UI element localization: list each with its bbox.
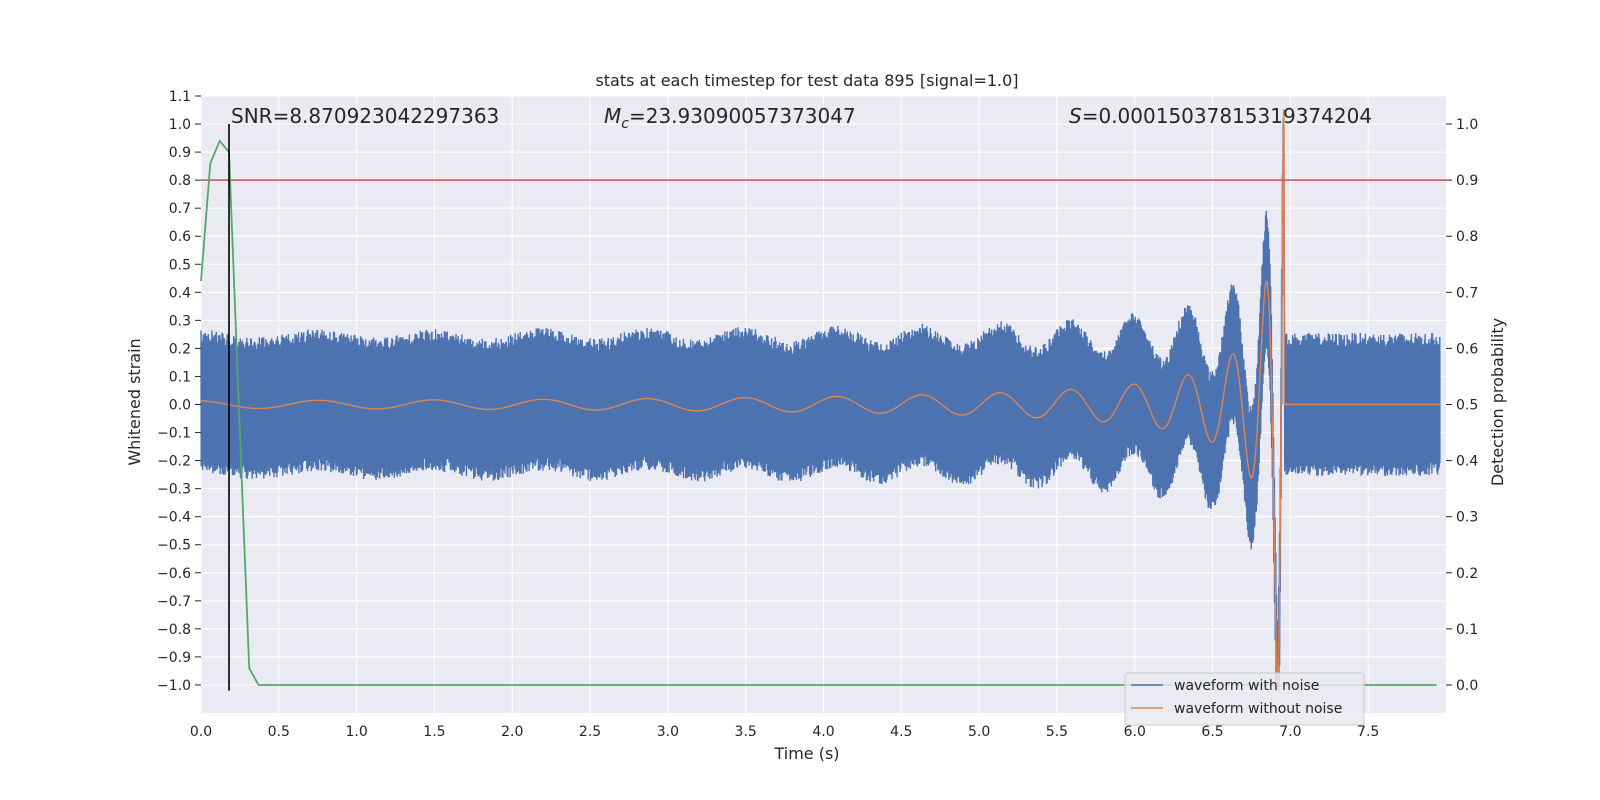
mc-symbol: M (604, 104, 621, 128)
y2-axis-ticks: 1.0 0.9 0.8 0.7 0.6 0.5 0.4 0.3 0.2 0.1 0.0 (1446, 117, 1478, 694)
x-tick-label: 7.0 (1279, 724, 1301, 740)
y-tick-label: 0.4 (169, 285, 191, 301)
y2-axis-label: Detection probability (1488, 318, 1507, 486)
x-tick-label: 3.5 (735, 724, 757, 740)
y-tick-label: 0.8 (169, 173, 191, 189)
x-tick-label: 6.5 (1201, 724, 1223, 740)
series-waveform-with-noise (200, 118, 1441, 691)
y-tick-label: −1.0 (157, 678, 191, 694)
y-tick-label: −0.1 (157, 426, 191, 442)
legend-label-clean: waveform without noise (1174, 701, 1342, 717)
x-tick-label: 5.0 (968, 724, 990, 740)
x-axis-label: Time (s) (773, 744, 839, 763)
mc-subscript: c (621, 116, 629, 132)
x-tick-label: 2.0 (501, 724, 523, 740)
y2-tick-label: 0.9 (1456, 173, 1478, 189)
snr-label: SNR (231, 104, 273, 128)
y2-tick-label: 0.2 (1456, 566, 1478, 582)
series-detection-probability (200, 139, 1437, 686)
snr-annotation: SNR=8.870923042297363 (231, 104, 499, 128)
y-tick-label: 0.3 (169, 313, 191, 329)
x-tick-label: 2.5 (579, 724, 601, 740)
y-axis-ticks: 1.1 1.0 0.9 0.8 0.7 0.6 0.5 0.4 0.3 0.2 0.1 0.0 −0.1… (157, 89, 201, 694)
y2-tick-label: 1.0 (1456, 117, 1478, 133)
x-tick-label: 7.5 (1357, 724, 1379, 740)
y2-tick-label: 0.6 (1456, 341, 1478, 357)
y-axis-label: Whitened strain (125, 338, 144, 465)
x-tick-label: 4.0 (812, 724, 834, 740)
y2-tick-label: 0.7 (1456, 285, 1478, 301)
snr-value: 8.870923042297363 (289, 104, 499, 128)
x-tick-label: 1.0 (345, 724, 367, 740)
y-tick-label: 0.0 (169, 398, 191, 414)
y-tick-label: −0.3 (157, 482, 191, 498)
y2-tick-label: 0.0 (1456, 678, 1478, 694)
y-tick-label: 0.5 (169, 257, 191, 273)
legend-box (1124, 672, 1365, 726)
mc-annotation: Mc=23.93090057373047 (604, 104, 856, 132)
x-tick-label: 3.0 (657, 724, 679, 740)
x-tick-label: 4.5 (890, 724, 912, 740)
y-tick-label: −0.4 (157, 510, 191, 526)
s-value: 0.00015037815319374204 (1098, 104, 1372, 128)
series-layer (200, 109, 1446, 693)
y-tick-label: −0.9 (157, 650, 191, 666)
y2-tick-label: 0.1 (1456, 622, 1478, 638)
y-tick-label: 0.2 (169, 341, 191, 357)
y-tick-label: −0.7 (157, 594, 191, 610)
x-tick-label: 6.0 (1124, 724, 1146, 740)
y2-tick-label: 0.8 (1456, 229, 1478, 245)
mc-value: 23.93090057373047 (646, 104, 856, 128)
y-tick-label: 0.1 (169, 369, 191, 385)
y-tick-label: −0.8 (157, 622, 191, 638)
y2-tick-label: 0.3 (1456, 510, 1478, 526)
y-tick-label: −0.2 (157, 454, 191, 470)
chart-title: stats at each timestep for test data 895… (595, 71, 1018, 90)
x-axis-ticks: 0.0 0.5 1.0 1.5 2.0 2.5 3.0 3.5 4.0 4.5 5.0 5.5 6.0 6… (190, 724, 1379, 740)
y-tick-label: 0.7 (169, 201, 191, 217)
s-annotation: S=0.00015037815319374204 (1069, 104, 1372, 128)
x-tick-label: 0.0 (190, 724, 212, 740)
x-tick-label: 0.5 (268, 724, 290, 740)
legend-label-noisy: waveform with noise (1174, 678, 1319, 694)
series-waveform-without-noise (200, 109, 1440, 693)
y-tick-label: 1.0 (169, 117, 191, 133)
y2-tick-label: 0.5 (1456, 398, 1478, 414)
y2-tick-label: 0.4 (1456, 454, 1478, 470)
y-tick-label: −0.5 (157, 538, 191, 554)
x-tick-label: 1.5 (423, 724, 445, 740)
s-symbol: S (1069, 104, 1082, 128)
x-tick-label: 5.5 (1046, 724, 1068, 740)
y-tick-label: 0.9 (169, 145, 191, 161)
y-tick-label: 1.1 (169, 89, 191, 105)
y-tick-label: 0.6 (169, 229, 191, 245)
legend: waveform with noise waveform without noi… (1124, 672, 1365, 726)
y-tick-label: −0.6 (157, 566, 191, 582)
